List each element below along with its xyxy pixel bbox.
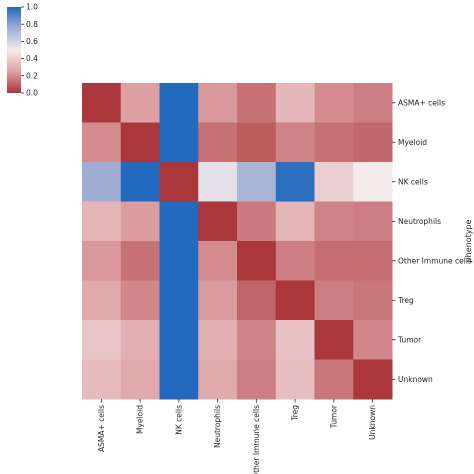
heatmap-cell — [82, 320, 122, 360]
heatmap-cell — [159, 280, 199, 321]
heatmap-cell — [198, 83, 238, 123]
heatmap-cell — [275, 359, 315, 400]
heatmap-cell — [82, 122, 122, 163]
heatmap-cell — [198, 201, 238, 242]
heatmap-cell — [353, 241, 393, 281]
colorbar-tick-label: 0.0 — [26, 89, 38, 98]
heatmap-cell — [159, 241, 199, 281]
heatmap-cell — [275, 83, 315, 123]
heatmap-cell — [120, 280, 160, 321]
heatmap-cell — [237, 83, 277, 123]
column-label: Myeloid — [136, 405, 145, 434]
heatmap-cell — [275, 122, 315, 163]
heatmap-cell — [314, 320, 354, 360]
heatmap-cell — [237, 359, 277, 400]
heatmap-cell — [314, 201, 354, 242]
heatmap-cell — [159, 201, 199, 242]
heatmap-cell — [314, 83, 354, 123]
column-label: Unknown — [368, 405, 377, 440]
row-label: ASMA+ cells — [398, 98, 445, 107]
heatmap-cell — [198, 280, 238, 321]
column-label: Tumor — [329, 404, 338, 429]
heatmap-cell — [198, 241, 238, 281]
column-label: NK cells — [174, 405, 183, 435]
heatmap-cell — [314, 162, 354, 202]
heatmap-cell — [275, 241, 315, 281]
heatmap-cell — [120, 201, 160, 242]
heatmap-cell — [82, 201, 122, 242]
column-label: Other Immune cells — [252, 405, 261, 474]
heatmap-cell — [237, 320, 277, 360]
heatmap-cell — [353, 83, 393, 123]
colorbar-tick-label: 0.4 — [26, 54, 38, 63]
row-labels: ASMA+ cells Myeloid NK cells Neutrophils Oth… — [392, 98, 472, 384]
heatmap-cell — [82, 241, 122, 281]
row-label: Neutrophils — [398, 217, 441, 226]
heatmap-cell — [198, 320, 238, 360]
heatmap-cell — [120, 320, 160, 360]
heatmap-cell — [159, 122, 199, 163]
heatmap-cell — [314, 280, 354, 321]
heatmap-cell — [237, 201, 277, 242]
heatmap-cell — [353, 320, 393, 360]
column-label: Treg — [291, 405, 300, 422]
heatmap-cell — [353, 162, 393, 202]
heatmap-cell — [120, 162, 160, 202]
heatmap-cell — [275, 162, 315, 202]
heatmap-cell — [198, 122, 238, 163]
heatmap-cell — [120, 359, 160, 400]
heatmap-cell — [353, 359, 393, 400]
colorbar-tick-label: 1.0 — [26, 3, 38, 12]
heatmap-cell — [82, 280, 122, 321]
row-label: Treg — [397, 296, 414, 305]
heatmap-cell — [198, 162, 238, 202]
heatmap-cell — [275, 201, 315, 242]
column-label: Neutrophils — [213, 405, 222, 448]
heatmap-cell — [82, 162, 122, 202]
colorbar-tick-label: 0.8 — [26, 20, 38, 29]
heatmap-cell — [82, 83, 122, 123]
heatmap-cell — [159, 320, 199, 360]
heatmap-cell — [314, 122, 354, 163]
heatmap-cell — [314, 241, 354, 281]
heatmap-cells — [82, 83, 393, 400]
heatmap-cell — [120, 122, 160, 163]
heatmap-cell — [82, 359, 122, 400]
heatmap-cell — [314, 359, 354, 400]
heatmap-cell — [120, 241, 160, 281]
heatmap-cell — [120, 83, 160, 123]
column-label: ASMA+ cells — [97, 405, 106, 452]
heatmap-cell — [198, 359, 238, 400]
heatmap-cell — [353, 201, 393, 242]
row-label: Unknown — [398, 375, 433, 384]
heatmap-cell — [275, 280, 315, 321]
heatmap-cell — [237, 280, 277, 321]
colorbar-tick-label: 0.2 — [26, 71, 38, 80]
heatmap-cell — [159, 359, 199, 400]
y-axis-label: phenotype — [464, 219, 473, 262]
heatmap-cell — [275, 320, 315, 360]
heatmap-cell — [353, 280, 393, 321]
row-label: Tumor — [397, 335, 422, 344]
heatmap-cell — [159, 162, 199, 202]
colorbar-tick-label: 0.6 — [26, 37, 38, 46]
row-label: Other Immune cells — [398, 256, 472, 265]
heatmap-cell — [237, 241, 277, 281]
row-label: NK cells — [398, 177, 428, 186]
row-label: Myeloid — [398, 138, 427, 147]
heatmap-cell — [237, 162, 277, 202]
column-labels: ASMA+ cells Myeloid NK cells Neutrophils Oth… — [97, 399, 377, 474]
heatmap-cell — [353, 122, 393, 163]
colorbar: 0.0 0.2 0.4 0.6 0.8 1.0 — [7, 3, 38, 98]
heatmap-cell — [159, 83, 199, 123]
colorbar-gradient — [7, 7, 21, 93]
heatmap-cell — [237, 122, 277, 163]
